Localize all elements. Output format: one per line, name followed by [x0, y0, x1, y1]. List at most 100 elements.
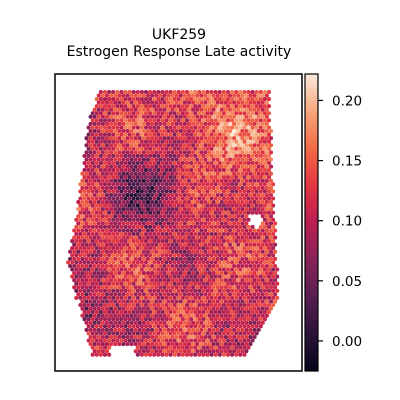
- spot: [95, 253, 99, 257]
- spot: [205, 196, 209, 200]
- spot: [169, 239, 173, 243]
- spot: [162, 93, 166, 97]
- spot: [224, 335, 228, 339]
- spot: [232, 328, 236, 332]
- spot: [228, 193, 232, 197]
- spot: [177, 253, 181, 257]
- spot: [222, 218, 226, 222]
- spot: [177, 189, 181, 193]
- spot: [248, 307, 252, 311]
- spot: [111, 267, 115, 271]
- spot: [166, 214, 170, 218]
- spot: [203, 292, 207, 296]
- spot: [205, 253, 209, 257]
- spot: [146, 172, 150, 176]
- spot: [93, 285, 97, 289]
- spot: [203, 243, 207, 247]
- spot: [175, 250, 179, 254]
- spot: [146, 292, 150, 296]
- spot: [162, 221, 166, 225]
- spot: [175, 136, 179, 140]
- spot: [152, 125, 156, 129]
- spot: [169, 275, 173, 279]
- spot: [138, 221, 142, 225]
- spot: [177, 289, 181, 293]
- spot: [181, 140, 185, 144]
- spot: [138, 264, 142, 268]
- spot: [197, 104, 201, 108]
- spot: [242, 303, 246, 307]
- spot: [146, 321, 150, 325]
- spot: [166, 328, 170, 332]
- spot: [234, 317, 238, 321]
- spot: [242, 338, 246, 342]
- spot: [226, 346, 230, 350]
- spot: [255, 232, 259, 236]
- spot: [236, 349, 240, 353]
- spot: [181, 196, 185, 200]
- spot: [160, 338, 164, 342]
- spot: [162, 264, 166, 268]
- spot: [142, 115, 146, 119]
- spot: [142, 314, 146, 318]
- spot: [78, 204, 82, 208]
- spot: [171, 349, 175, 353]
- spot: [218, 147, 222, 151]
- spot: [107, 246, 111, 250]
- spot: [253, 108, 257, 112]
- spot: [93, 335, 97, 339]
- spot: [74, 246, 78, 250]
- spot: [259, 260, 263, 264]
- spot: [199, 143, 203, 147]
- spot: [228, 342, 232, 346]
- spot: [154, 271, 158, 275]
- spot: [101, 335, 105, 339]
- spot: [89, 193, 93, 197]
- spot: [156, 125, 160, 129]
- spot: [210, 104, 214, 108]
- spot: [263, 204, 267, 208]
- spot: [125, 143, 129, 147]
- spot: [134, 207, 138, 211]
- spot: [257, 115, 261, 119]
- spot: [97, 115, 101, 119]
- spot: [201, 296, 205, 300]
- spot: [95, 133, 99, 137]
- spot: [99, 104, 103, 108]
- spot: [160, 118, 164, 122]
- spot: [191, 236, 195, 240]
- spot: [210, 133, 214, 137]
- spot: [240, 349, 244, 353]
- spot: [166, 342, 170, 346]
- spot: [93, 314, 97, 318]
- spot: [177, 161, 181, 165]
- spot: [138, 200, 142, 204]
- spot: [177, 90, 181, 94]
- spot: [238, 260, 242, 264]
- spot: [173, 275, 177, 279]
- spot: [224, 321, 228, 325]
- spot: [271, 267, 275, 271]
- spot: [246, 97, 250, 101]
- spot: [175, 150, 179, 154]
- spot: [259, 211, 263, 215]
- spot: [183, 299, 187, 303]
- spot: [201, 161, 205, 165]
- spot: [269, 228, 273, 232]
- spot: [271, 204, 275, 208]
- spot: [255, 175, 259, 179]
- spot: [257, 207, 261, 211]
- spot: [236, 264, 240, 268]
- spot: [105, 243, 109, 247]
- spot: [132, 182, 136, 186]
- spot: [263, 267, 267, 271]
- spot: [169, 90, 173, 94]
- spot: [154, 93, 158, 97]
- spot: [107, 296, 111, 300]
- spot: [253, 271, 257, 275]
- spot: [154, 172, 158, 176]
- spot: [238, 175, 242, 179]
- spot: [105, 292, 109, 296]
- spot: [109, 342, 113, 346]
- spot: [158, 108, 162, 112]
